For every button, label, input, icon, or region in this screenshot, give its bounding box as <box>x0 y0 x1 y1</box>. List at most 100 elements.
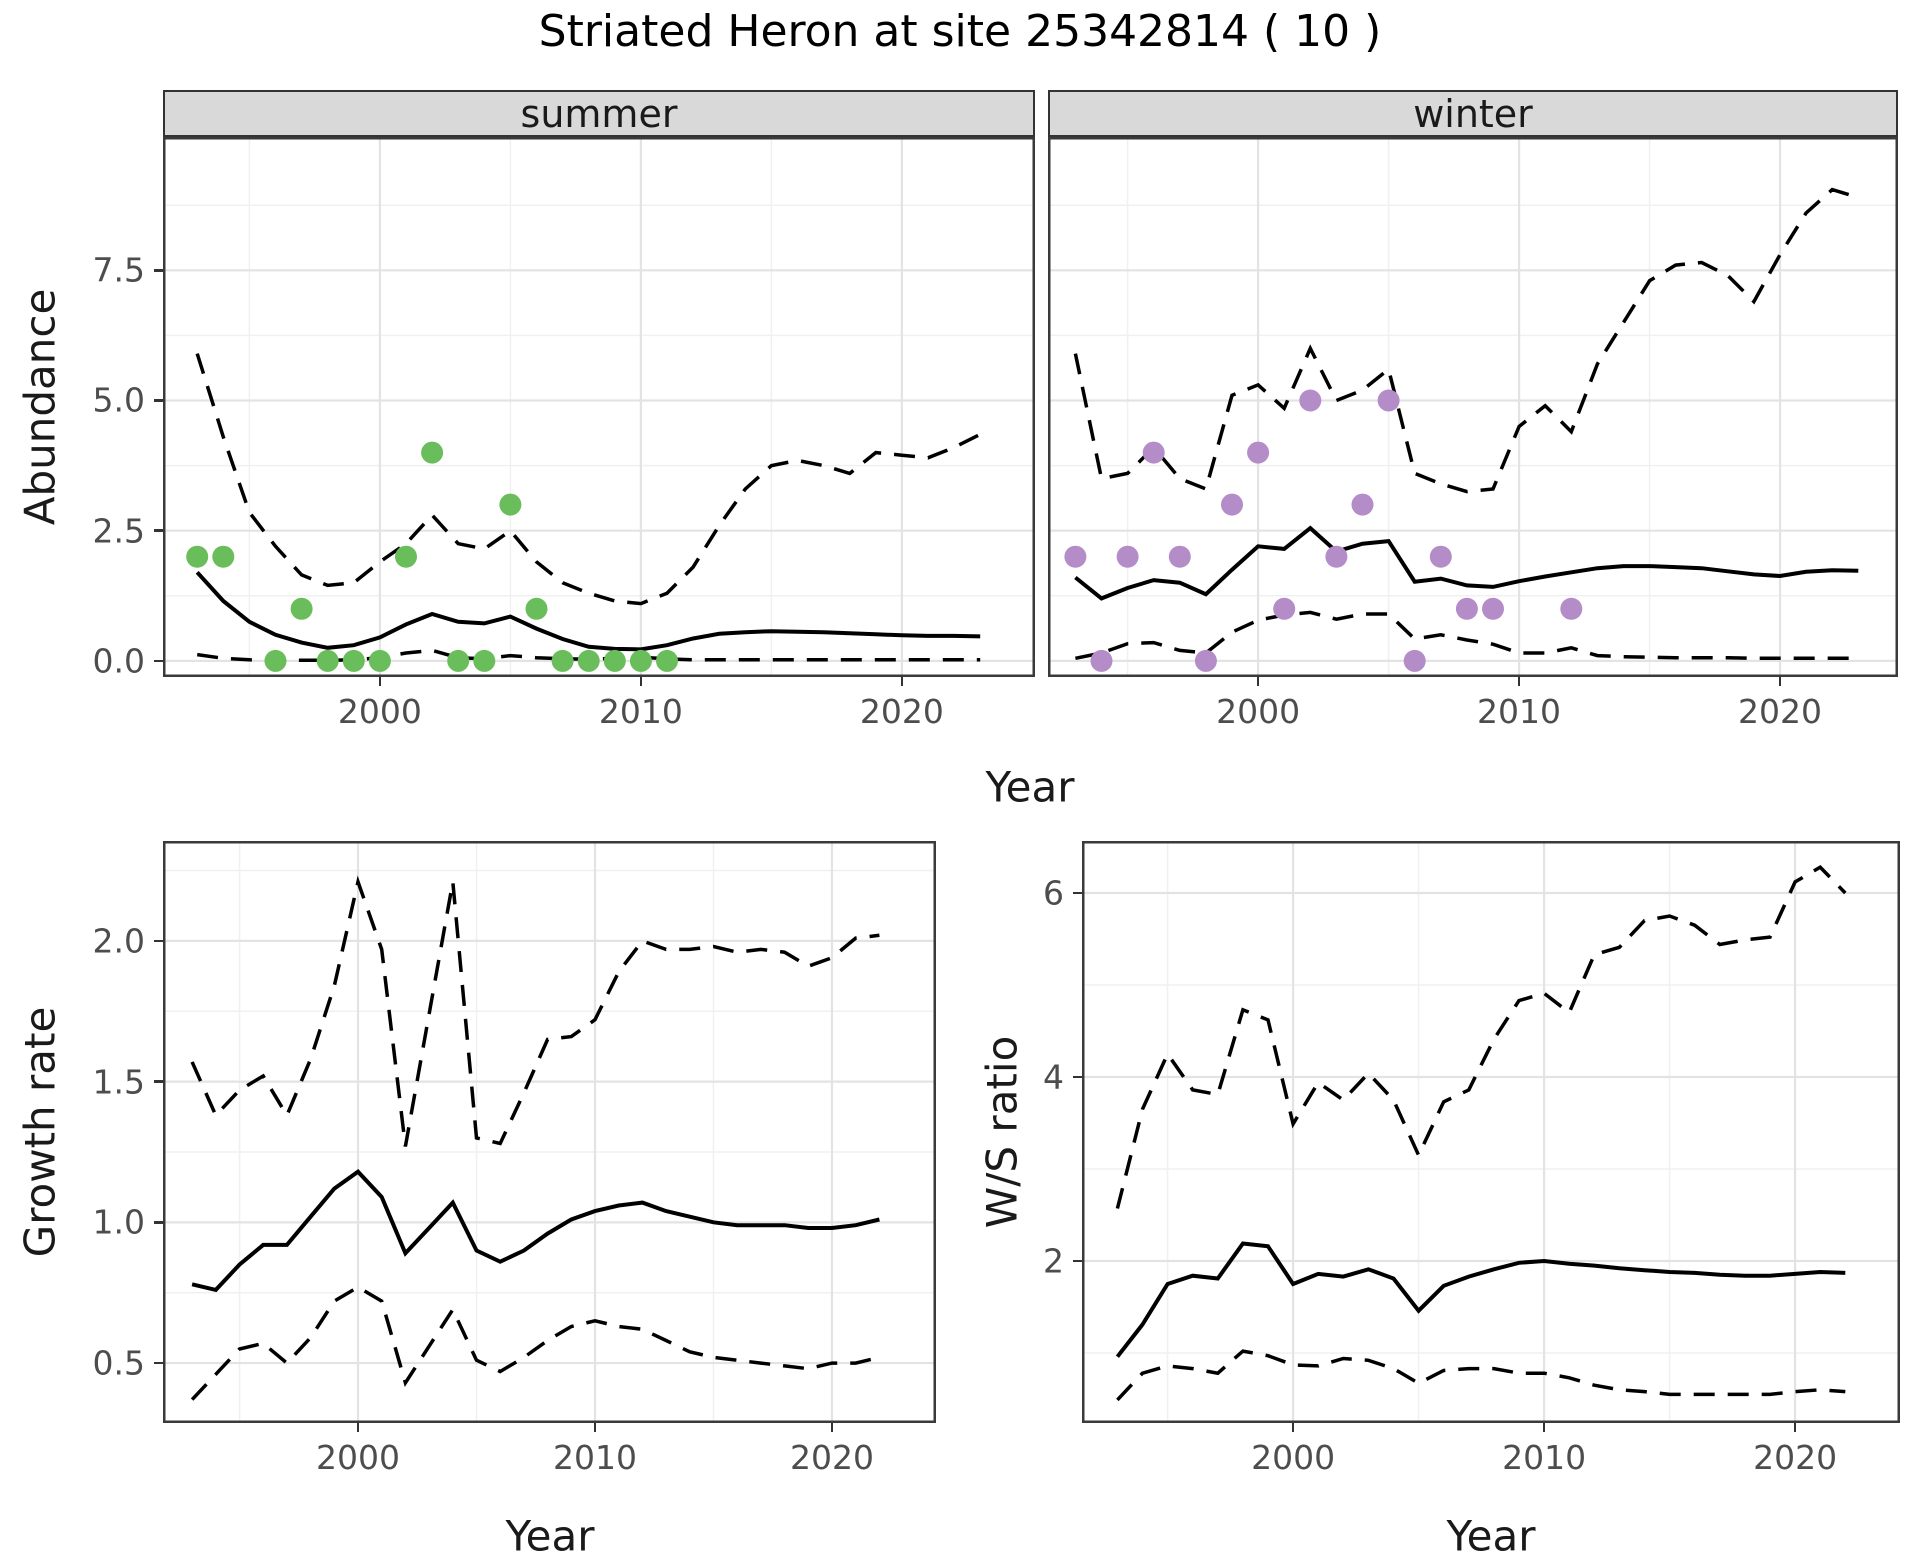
y-tick-label: 1.0 <box>92 1202 145 1242</box>
data-point <box>1142 441 1165 464</box>
chart-abundance-winter <box>1048 137 1898 677</box>
data-point <box>1273 597 1296 620</box>
data-point <box>1299 389 1322 412</box>
data-point <box>551 649 574 672</box>
y-tick-mark <box>154 939 163 943</box>
median-line <box>195 570 981 652</box>
data-point <box>395 545 417 568</box>
x-tick-mark <box>639 677 643 686</box>
y-tick-mark <box>154 659 163 663</box>
y-tick-mark <box>154 399 163 402</box>
data-point <box>290 597 313 620</box>
page-title: Striated Heron at site 25342814 ( 10 ) <box>538 6 1382 57</box>
x-tick-mark <box>830 1423 834 1432</box>
data-point <box>212 545 235 568</box>
data-point <box>1455 597 1478 620</box>
data-point <box>1351 493 1374 516</box>
x-tick-label: 2000 <box>337 692 422 731</box>
chart-abundance-summer <box>163 137 1035 677</box>
panel-border <box>163 841 936 1423</box>
panel-ws-ratio <box>1082 841 1900 1423</box>
panel-growth-rate <box>163 841 936 1423</box>
data-point <box>1429 545 1452 568</box>
facet-strip-summer-label: summer <box>520 91 678 136</box>
x-tick-mark <box>1291 1423 1295 1432</box>
median-line <box>1115 1241 1846 1358</box>
data-point <box>1168 545 1191 568</box>
panel-abundance-summer <box>163 137 1035 677</box>
data-point <box>499 493 522 516</box>
data-point <box>577 649 600 672</box>
y-tick-mark <box>1073 1259 1082 1263</box>
y-tick-label: 2.0 <box>92 921 145 961</box>
y-tick-label: 6 <box>1043 873 1064 913</box>
y-tick-label: 7.5 <box>92 250 145 290</box>
y-tick-label: 4 <box>1043 1057 1064 1097</box>
upper-ci-line <box>1073 187 1859 494</box>
lower-ci-line <box>190 1285 880 1401</box>
data-point <box>1090 649 1113 672</box>
data-point <box>447 649 470 672</box>
x-tick-label: 2020 <box>1753 1438 1838 1477</box>
lower-ci-line <box>1116 1349 1846 1402</box>
y-tick-mark <box>154 269 163 272</box>
data-point <box>421 441 444 464</box>
data-point <box>368 649 391 672</box>
data-point <box>1403 649 1426 672</box>
x-tick-label: 2010 <box>1477 692 1562 731</box>
x-tick-mark <box>1517 677 1521 686</box>
y-axis-title-growth-rate: Growth rate <box>15 1006 65 1258</box>
median-line <box>191 1169 880 1293</box>
x-tick-label: 2010 <box>552 1438 637 1477</box>
data-point <box>1560 597 1583 620</box>
data-point <box>525 597 548 620</box>
chart-ws <box>1082 841 1900 1423</box>
y-tick-mark <box>154 1361 163 1365</box>
x-tick-label: 2000 <box>1251 1438 1336 1477</box>
y-tick-mark <box>154 1221 163 1224</box>
facet-strip-winter: winter <box>1048 90 1898 137</box>
x-tick-mark <box>378 677 382 686</box>
data-point <box>264 649 287 672</box>
x-tick-mark <box>1256 677 1260 686</box>
panel-abundance-winter <box>1048 137 1898 677</box>
y-tick-mark <box>1073 1075 1082 1079</box>
data-point <box>1325 545 1348 568</box>
x-tick-label: 2010 <box>1502 1438 1587 1477</box>
facet-strip-summer: summer <box>163 90 1035 137</box>
panel-border <box>1048 137 1898 677</box>
data-point <box>473 649 496 672</box>
data-point <box>186 545 209 568</box>
upper-ci-line <box>195 353 981 606</box>
data-point <box>1064 545 1087 568</box>
y-tick-label: 5.0 <box>92 380 145 420</box>
y-tick-label: 2 <box>1043 1241 1064 1281</box>
upper-ci-line <box>1115 864 1847 1209</box>
x-tick-mark <box>900 677 904 686</box>
x-tick-label: 2010 <box>598 692 683 731</box>
data-point <box>1194 649 1217 672</box>
x-tick-mark <box>1542 1423 1546 1432</box>
x-axis-title-year-ws: Year <box>1446 1511 1536 1560</box>
data-point <box>629 649 652 672</box>
data-point <box>1482 597 1504 620</box>
y-axis-title-abundance: Abundance <box>15 288 65 526</box>
x-tick-label: 2000 <box>1216 692 1301 731</box>
panel-border <box>163 137 1035 677</box>
x-tick-label: 2020 <box>859 692 944 731</box>
y-tick-mark <box>154 529 163 532</box>
data-point <box>1247 441 1270 464</box>
chart-growth <box>163 841 936 1423</box>
y-tick-label: 2.5 <box>92 511 145 551</box>
x-tick-mark <box>356 1423 360 1432</box>
y-tick-label: 1.5 <box>92 1062 145 1102</box>
data-point <box>1377 389 1400 412</box>
x-axis-title-year-growth: Year <box>505 1511 595 1560</box>
median-line <box>1074 525 1859 601</box>
data-point <box>1116 545 1139 568</box>
x-axis-title-year-top: Year <box>985 762 1075 812</box>
panel-border <box>1082 841 1900 1423</box>
y-axis-title-ws-ratio: W/S ratio <box>977 1035 1027 1229</box>
data-point <box>603 649 626 672</box>
x-tick-mark <box>1778 677 1782 686</box>
